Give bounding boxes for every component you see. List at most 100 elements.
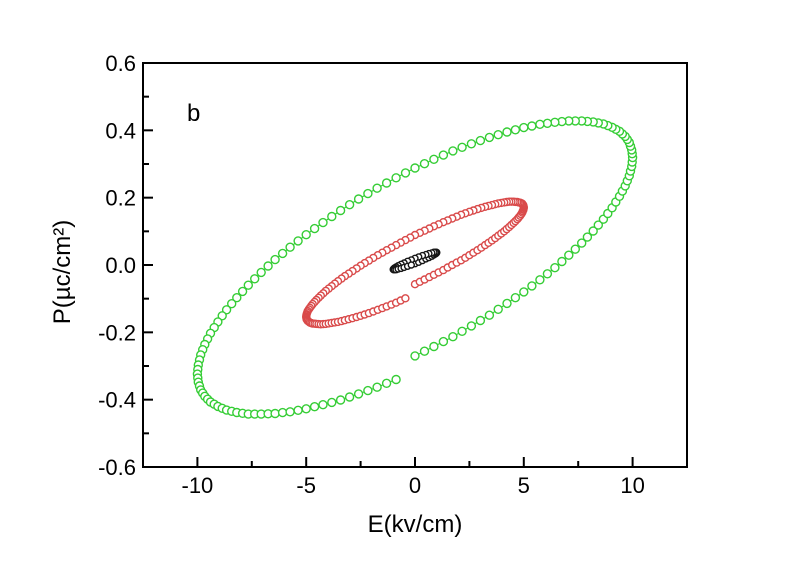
- data-point: [493, 304, 503, 314]
- data-point: [344, 199, 355, 210]
- data-point: [381, 378, 392, 388]
- data-point: [401, 294, 410, 303]
- data-point: [475, 315, 486, 326]
- data-point: [327, 397, 337, 408]
- data-point: [285, 407, 295, 417]
- data-point: [582, 232, 593, 242]
- data-point: [344, 392, 355, 402]
- data-point: [410, 163, 420, 173]
- y-tick-label: 0.4: [105, 118, 136, 143]
- data-point: [438, 150, 449, 160]
- data-point: [301, 404, 311, 414]
- y-tick-label: -0.4: [98, 388, 136, 413]
- data-point: [475, 135, 486, 146]
- panel-label: b: [187, 100, 200, 127]
- y-tick-label: 0.0: [105, 253, 136, 278]
- data-point: [249, 274, 260, 284]
- data-point: [519, 122, 529, 133]
- data-point: [309, 223, 320, 234]
- data-point: [301, 229, 311, 240]
- data-point: [419, 158, 430, 169]
- data-point: [243, 280, 254, 290]
- data-point: [519, 287, 529, 297]
- data-point: [457, 142, 467, 153]
- y-axis-title: P(µc/cm²): [49, 220, 76, 324]
- data-point: [457, 326, 467, 336]
- data-point: [542, 118, 553, 129]
- axis-ticks: -10 -5 0 5 10 0.6 0.4 0.2 0.0 -0.2 -0.4 -0.6: [98, 51, 645, 498]
- data-point: [438, 336, 449, 347]
- data-point: [277, 407, 288, 418]
- data-point: [564, 250, 574, 260]
- data-point: [557, 256, 567, 267]
- data-point: [429, 154, 439, 165]
- data-point: [270, 254, 280, 265]
- y-tick-label: 0.6: [105, 51, 136, 76]
- data-point: [353, 194, 364, 204]
- x-axis-title: E(kv/cm): [368, 511, 463, 538]
- data-point: [502, 298, 512, 309]
- data-point: [391, 173, 401, 183]
- data-point: [502, 127, 512, 137]
- x-tick-label: 0: [409, 473, 421, 498]
- data-point: [535, 275, 545, 285]
- series-inner-loop-Emax-1kV: [389, 248, 441, 274]
- data-point: [381, 178, 392, 188]
- y-tick-label: 0.2: [105, 186, 136, 211]
- data-point: [535, 119, 545, 130]
- data-point: [484, 310, 495, 320]
- data-point: [570, 244, 580, 254]
- x-tick-label: -10: [182, 473, 214, 498]
- series-outer-loop-Emax-10kV: [192, 116, 638, 419]
- data-point: [484, 132, 495, 143]
- y-tick-label: -0.6: [98, 455, 136, 480]
- data-point: [256, 267, 266, 278]
- series-middle-loop-Emax-5kV: [302, 197, 528, 329]
- data-point: [400, 168, 411, 178]
- data-point: [309, 402, 320, 412]
- x-tick-label: 10: [620, 473, 644, 498]
- data-point: [466, 321, 477, 331]
- data-point: [510, 125, 521, 135]
- data-point: [588, 226, 598, 236]
- data-point: [466, 139, 477, 149]
- data-point: [448, 332, 458, 342]
- data-point: [293, 405, 303, 415]
- data-point: [448, 146, 458, 156]
- data-point: [407, 261, 415, 269]
- data-point: [419, 346, 430, 356]
- data-point: [353, 389, 364, 399]
- data-series-layer: [192, 116, 638, 419]
- data-point: [318, 400, 328, 410]
- data-point: [277, 248, 288, 259]
- data-point: [293, 236, 303, 246]
- data-point: [527, 121, 537, 131]
- data-point: [335, 205, 346, 216]
- data-point: [217, 311, 227, 321]
- data-point: [542, 269, 553, 279]
- data-point: [270, 408, 280, 419]
- data-point: [327, 211, 337, 222]
- data-point: [363, 188, 373, 199]
- data-point: [263, 261, 273, 271]
- data-point: [335, 395, 346, 405]
- data-point: [237, 286, 248, 297]
- data-point: [391, 374, 401, 385]
- data-point: [550, 263, 560, 273]
- y-tick-label: -0.2: [98, 320, 136, 345]
- x-tick-label: -5: [296, 473, 316, 498]
- data-point: [318, 217, 328, 228]
- data-point: [577, 238, 587, 248]
- data-point: [493, 129, 503, 140]
- data-point: [232, 293, 242, 303]
- data-point: [527, 281, 537, 291]
- data-point: [410, 351, 420, 361]
- data-point: [285, 242, 295, 252]
- data-point: [372, 183, 382, 193]
- data-point: [363, 385, 373, 396]
- data-point: [372, 382, 382, 392]
- data-point: [429, 341, 439, 352]
- data-point: [226, 299, 237, 309]
